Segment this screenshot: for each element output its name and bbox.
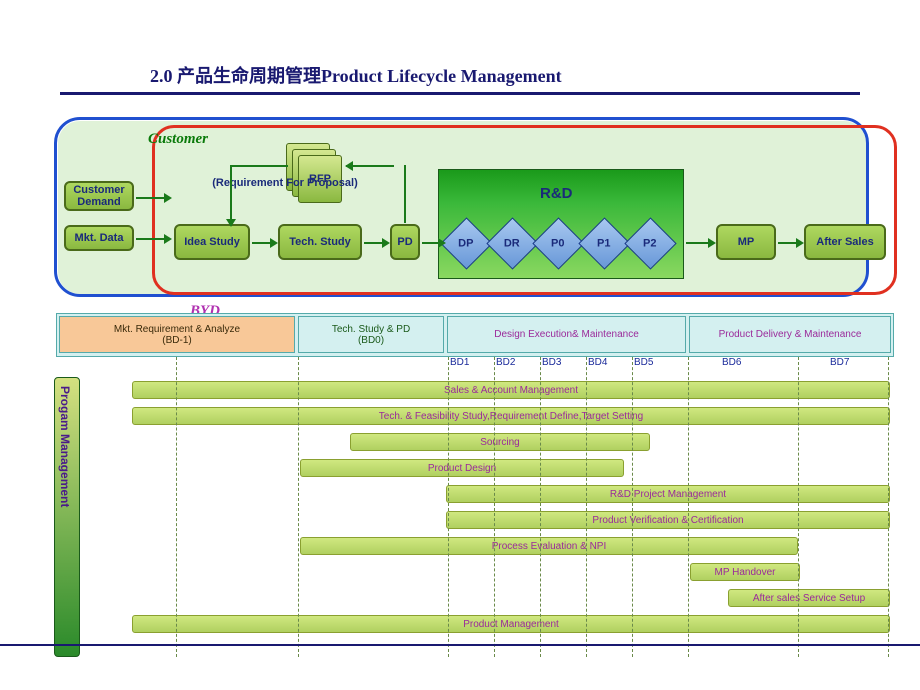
guide-line [176, 357, 177, 657]
bar-mph: MP Handover [690, 563, 800, 581]
box-mkt-data: Mkt. Data [64, 225, 134, 251]
bar-rdpm: R&D Project Management [446, 485, 890, 503]
guide-line [448, 357, 449, 657]
bar-pen: Process Evaluation & NPI [300, 537, 798, 555]
ph3: Design Execution& Maintenance [447, 316, 686, 353]
guide-line [494, 357, 495, 657]
bd-BD2: BD2 [496, 357, 515, 368]
box-tech: Tech. Study [278, 224, 362, 260]
guide-line [632, 357, 633, 657]
bd-BD7: BD7 [830, 357, 849, 368]
box-cust-demand: CustomerDemand [64, 181, 134, 211]
ph1: Mkt. Requirement & Analyze(BD-1) [59, 316, 295, 353]
bd-BD3: BD3 [542, 357, 561, 368]
bar-ass: After sales Service Setup [728, 589, 890, 607]
guide-line [888, 357, 889, 657]
rfp-subtitle: (Requirement For Proposal) [200, 177, 370, 189]
bottom-rule [0, 644, 920, 646]
bd-BD5: BD5 [634, 357, 653, 368]
bd-BD6: BD6 [722, 357, 741, 368]
box-after: After Sales [804, 224, 886, 260]
box-mp: MP [716, 224, 776, 260]
guide-line [688, 357, 689, 657]
bar-pvc: Product Verification & Certification [446, 511, 890, 529]
bar-src: Sourcing [350, 433, 650, 451]
bar-feas: Tech. & Feasibility Study,Requirement De… [132, 407, 890, 425]
rd-title: R&D [540, 185, 573, 202]
program-mgmt-side: Progam Management [54, 377, 80, 657]
ph2: Tech. Study & PD(BD0) [298, 316, 444, 353]
box-idea: Idea Study [174, 224, 250, 260]
customer-label: Customer [148, 131, 208, 148]
bd-BD1: BD1 [450, 357, 469, 368]
ph4: Product Delivery & Maintenance [689, 316, 891, 353]
diagram-canvas: Customer BYD RFP (Requirement For Propos… [40, 109, 890, 669]
bar-pm: Product Management [132, 615, 890, 633]
bar-pdes: Product Design [300, 459, 624, 477]
guide-line [798, 357, 799, 657]
guide-line [298, 357, 299, 657]
bd-BD4: BD4 [588, 357, 607, 368]
guide-line [540, 357, 541, 657]
guide-line [586, 357, 587, 657]
page-title: 2.0 产品生命周期管理Product Lifecycle Management [60, 0, 860, 95]
bar-sales: Sales & Account Management [132, 381, 890, 399]
